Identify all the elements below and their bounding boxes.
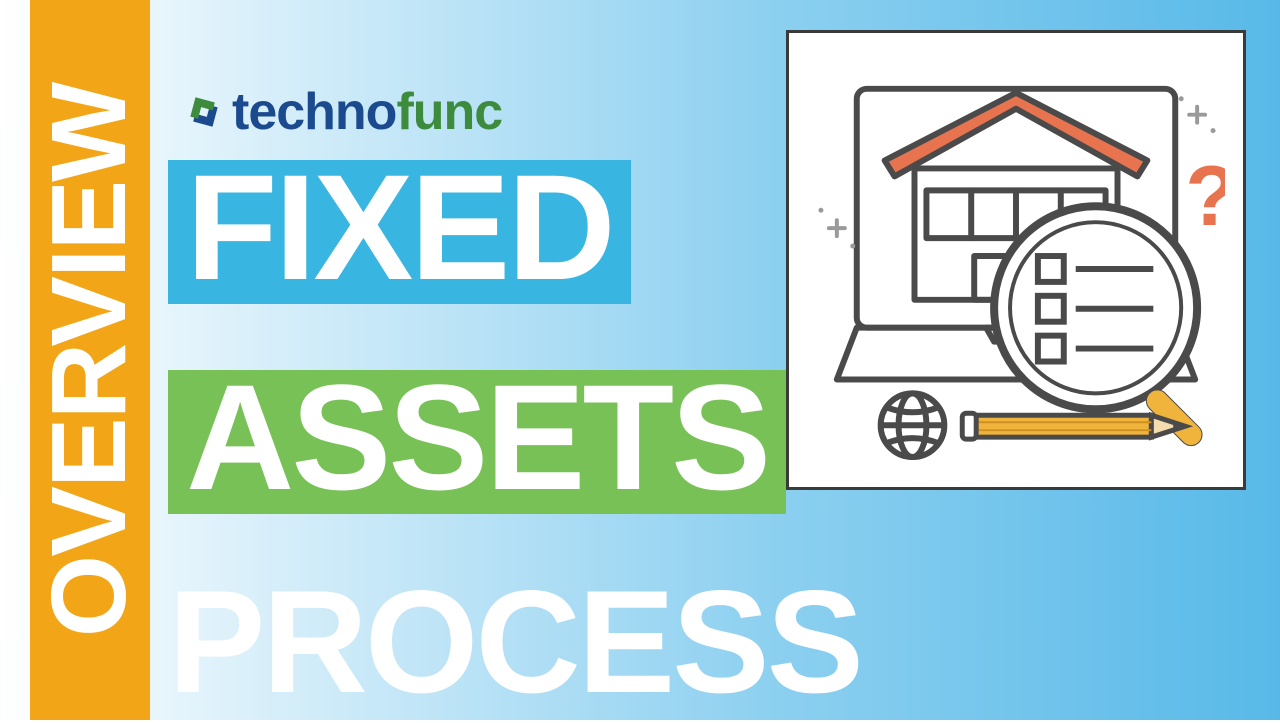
word-fixed: FIXED bbox=[168, 160, 631, 304]
logo-techno-text: techno bbox=[232, 83, 396, 141]
word-process: PROCESS bbox=[168, 580, 861, 704]
globe-icon bbox=[881, 393, 945, 457]
logo-func-text: func bbox=[396, 83, 502, 141]
question-mark-icon: ? bbox=[1185, 149, 1225, 244]
pencil-icon bbox=[962, 413, 1185, 439]
property-inspection-icon: ? bbox=[807, 51, 1225, 469]
overview-label: OVERVIEW bbox=[30, 83, 151, 636]
overview-band: OVERVIEW bbox=[30, 0, 150, 720]
logo: technofunc bbox=[182, 82, 502, 142]
logo-text: technofunc bbox=[232, 82, 502, 142]
logo-arrows-icon bbox=[182, 90, 226, 134]
word-assets: ASSETS bbox=[168, 370, 786, 514]
illustration-card: ? bbox=[786, 30, 1246, 490]
